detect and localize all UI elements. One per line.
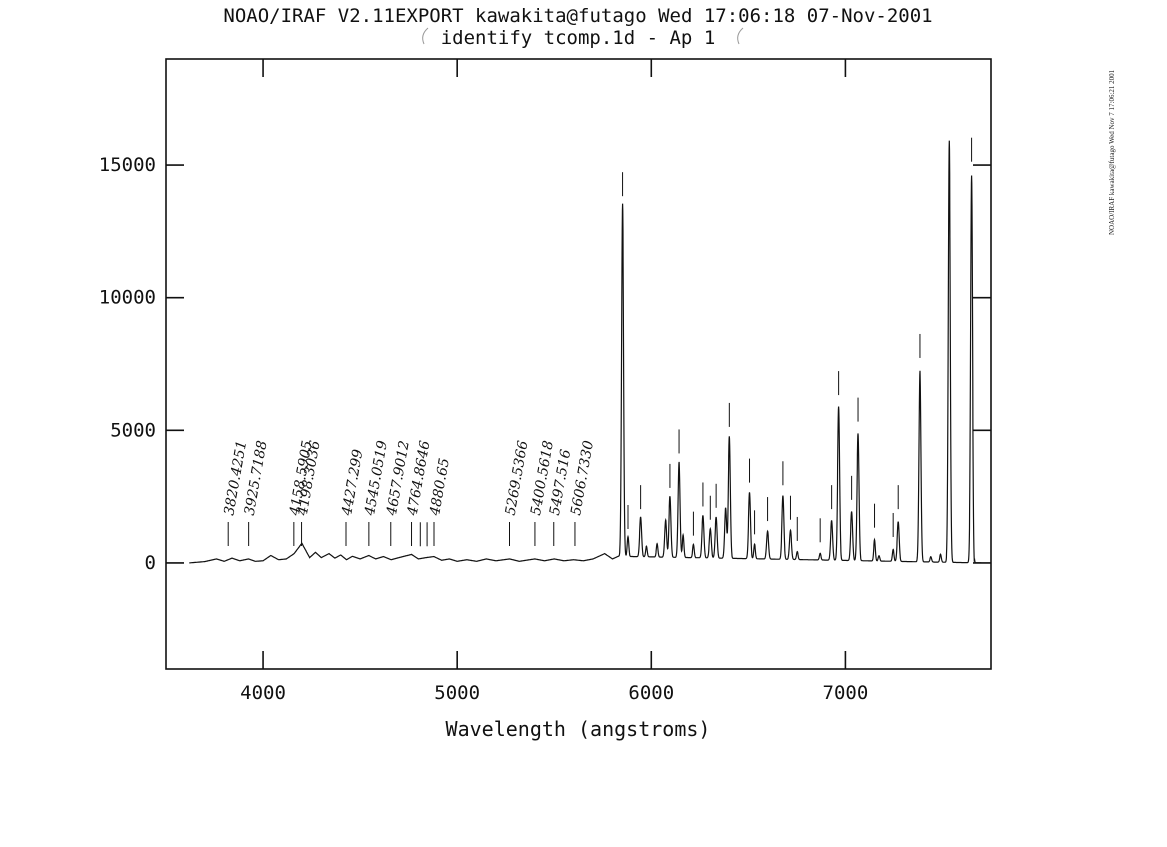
plot-frame xyxy=(165,58,992,670)
decorative-arc-left xyxy=(422,27,429,45)
x-tick-label: 7000 xyxy=(823,682,869,704)
y-tick-label: 15000 xyxy=(99,154,156,176)
y-tick-label: 10000 xyxy=(99,287,156,309)
axis-ticks xyxy=(166,59,991,669)
chart-title: NOAO/IRAF V2.11EXPORT kawakita@futago We… xyxy=(223,5,932,27)
x-tick-label: 4000 xyxy=(240,682,286,704)
x-axis-label: Wavelength (angstroms) xyxy=(446,717,711,741)
side-timestamp: NOAO/IRAF kawakita@futago Wed Nov 7 17:0… xyxy=(1108,69,1116,235)
spectrum-line xyxy=(189,140,982,564)
x-tick-label: 5000 xyxy=(434,682,480,704)
x-tick-label: 6000 xyxy=(628,682,674,704)
axis-tick-labels: 4000 5000 6000 7000 0 5000 10000 15000 xyxy=(99,154,868,704)
chart-subtitle: identify tcomp.1d - Ap 1 xyxy=(441,27,716,49)
y-tick-label: 0 xyxy=(145,552,156,574)
line-markers xyxy=(227,137,973,547)
decorative-arc-right xyxy=(737,27,744,45)
identified-line-label: 4880.65 xyxy=(427,457,453,518)
y-tick-label: 5000 xyxy=(110,419,156,441)
identified-line-label: 5269.5366 xyxy=(503,439,532,516)
